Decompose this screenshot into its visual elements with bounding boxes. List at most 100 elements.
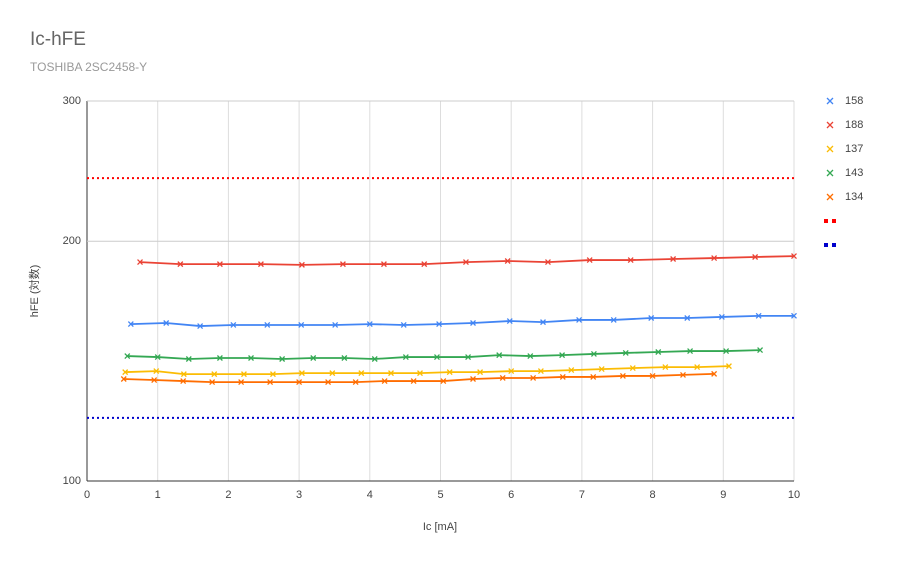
point-marker — [341, 355, 348, 361]
point-marker — [380, 261, 387, 268]
point-marker — [687, 348, 694, 355]
legend-marker — [832, 243, 836, 247]
point-marker — [627, 257, 634, 264]
point-marker — [755, 312, 762, 319]
point-marker — [462, 259, 469, 266]
point-marker — [388, 370, 394, 377]
point-marker — [211, 371, 218, 378]
series-line — [130, 314, 794, 327]
point-marker — [230, 322, 237, 328]
point-marker — [137, 259, 143, 266]
point-marker — [417, 370, 423, 377]
point-marker — [649, 372, 656, 379]
point-marker — [718, 313, 725, 320]
legend-marker — [826, 97, 834, 105]
x-tick-label: 6 — [508, 489, 514, 501]
point-marker — [257, 261, 264, 268]
point-marker — [358, 370, 365, 377]
point-marker — [619, 372, 626, 379]
point-marker — [496, 352, 503, 359]
point-marker — [127, 321, 134, 328]
x-axis-label: Ic [mA] — [423, 521, 457, 533]
legend-marker — [824, 243, 828, 247]
point-marker — [684, 315, 691, 321]
point-marker — [499, 375, 506, 381]
y-axis-label: hFE (対数) — [27, 265, 41, 318]
point-marker — [332, 322, 339, 328]
point-marker — [590, 373, 597, 380]
series-line — [127, 349, 761, 360]
point-marker — [791, 312, 797, 319]
point-marker — [530, 375, 537, 381]
point-marker — [216, 261, 223, 268]
legend-label: 158 — [845, 95, 863, 107]
point-marker — [124, 353, 131, 360]
point-marker — [410, 378, 417, 385]
point-marker — [540, 319, 546, 326]
point-marker — [757, 347, 764, 354]
point-marker — [446, 369, 453, 376]
legend-marker — [824, 219, 828, 223]
y-tick-label: 300 — [63, 95, 81, 107]
point-marker — [240, 371, 247, 378]
point-marker — [470, 376, 476, 382]
point-marker — [180, 378, 187, 385]
point-marker — [421, 261, 428, 268]
point-marker — [655, 349, 662, 355]
point-marker — [366, 321, 373, 328]
point-marker — [264, 322, 271, 328]
point-marker — [791, 253, 797, 260]
point-marker — [545, 259, 551, 266]
point-marker — [711, 370, 718, 377]
x-tick-label: 2 — [225, 489, 231, 501]
point-marker — [559, 373, 566, 380]
point-marker — [325, 379, 332, 386]
point-marker — [436, 321, 443, 328]
point-marker — [185, 356, 192, 362]
chart-subtitle: TOSHIBA 2SC2458-Y — [30, 60, 147, 74]
point-marker — [177, 261, 184, 268]
point-marker — [153, 368, 160, 375]
point-marker — [629, 365, 636, 372]
x-tick-label: 3 — [296, 489, 302, 501]
point-marker — [279, 356, 286, 362]
y-tick-label: 200 — [63, 235, 81, 247]
point-marker — [723, 348, 730, 355]
point-marker — [434, 354, 440, 361]
point-marker — [269, 371, 276, 378]
x-tick-label: 4 — [367, 489, 373, 501]
point-marker — [400, 322, 407, 328]
x-tick-label: 8 — [650, 489, 656, 501]
point-marker — [622, 349, 629, 356]
point-marker — [402, 354, 409, 361]
x-tick-label: 0 — [84, 489, 90, 501]
legend-label: 188 — [845, 119, 863, 131]
point-marker — [725, 363, 732, 370]
point-marker — [527, 353, 534, 360]
x-tick-label: 1 — [155, 489, 161, 501]
point-marker — [329, 370, 336, 377]
point-marker — [197, 323, 204, 330]
point-marker — [711, 255, 718, 262]
point-marker — [670, 256, 677, 262]
point-marker — [506, 318, 513, 324]
point-marker — [568, 367, 575, 374]
legend-label: 143 — [845, 167, 863, 179]
point-marker — [598, 366, 605, 373]
point-marker — [477, 369, 484, 376]
point-marker — [508, 368, 515, 375]
point-marker — [504, 258, 511, 264]
point-marker — [238, 379, 245, 386]
legend-marker — [826, 193, 834, 201]
point-marker — [586, 257, 593, 264]
chart-title: Ic-hFE — [30, 29, 86, 50]
point-marker — [610, 316, 617, 323]
point-marker — [180, 371, 187, 378]
legend-marker — [826, 145, 834, 153]
point-marker — [752, 254, 759, 260]
point-marker — [576, 316, 583, 323]
point-marker — [248, 355, 254, 361]
point-marker — [163, 320, 170, 326]
